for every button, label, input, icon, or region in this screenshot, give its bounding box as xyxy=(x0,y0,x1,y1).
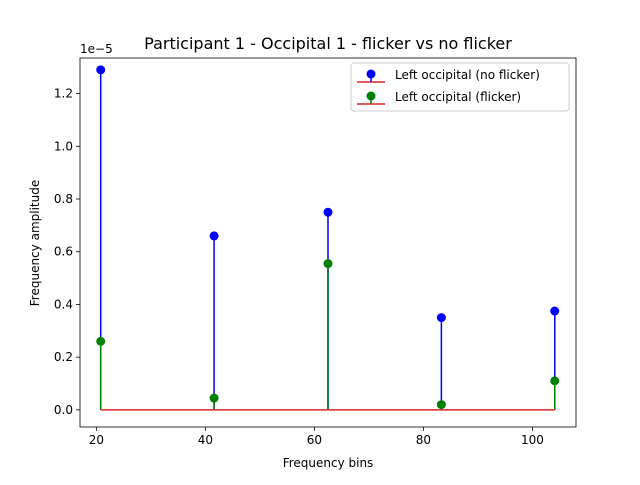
stem-marker-series-1 xyxy=(96,65,106,75)
x-axis-label: Frequency bins xyxy=(283,456,374,470)
plot-area: 20 40 60 80 100 0.0 0.2 0.4 0.6 0.8 1.0 1.2 Left occ… xyxy=(54,57,577,447)
chart-title: Participant 1 - Occipital 1 - flicker vs… xyxy=(144,34,512,53)
legend: Left occipital (no flicker) Left occipita… xyxy=(350,62,570,112)
x-tick-label: 100 xyxy=(521,433,544,447)
legend-box xyxy=(350,62,570,112)
legend-marker-swatch xyxy=(366,69,376,79)
legend-label: Left occipital (flicker) xyxy=(395,90,521,104)
y-tick-label: 0.4 xyxy=(54,297,73,311)
y-tick-label: 0.2 xyxy=(54,350,73,364)
stem-marker-series-2 xyxy=(436,400,446,410)
y-offset-label: 1e−5 xyxy=(80,42,113,56)
stem-marker-series-1 xyxy=(323,207,333,217)
stem-marker-series-1 xyxy=(550,306,560,316)
stem-marker-series-1 xyxy=(436,313,446,323)
stem-marker-series-2 xyxy=(209,393,219,403)
x-tick-label: 80 xyxy=(416,433,431,447)
stem-marker-series-2 xyxy=(550,376,560,386)
y-axis-label: Frequency amplitude xyxy=(28,180,42,306)
y-tick-label: 0.0 xyxy=(54,403,73,417)
x-tick-label: 20 xyxy=(89,433,104,447)
x-tick-label: 40 xyxy=(198,433,213,447)
y-tick-label: 0.6 xyxy=(54,245,73,259)
stem-marker-series-2 xyxy=(323,259,333,269)
y-tick-label: 1.2 xyxy=(54,87,73,101)
axes-frame xyxy=(79,57,577,428)
stem-marker-series-1 xyxy=(209,231,219,241)
stem-marker-series-2 xyxy=(96,336,106,346)
y-tick-label: 0.8 xyxy=(54,192,73,206)
x-tick-label: 60 xyxy=(307,433,322,447)
legend-label: Left occipital (no flicker) xyxy=(395,68,540,82)
y-tick-label: 1.0 xyxy=(54,139,73,153)
legend-marker-swatch xyxy=(366,91,376,101)
